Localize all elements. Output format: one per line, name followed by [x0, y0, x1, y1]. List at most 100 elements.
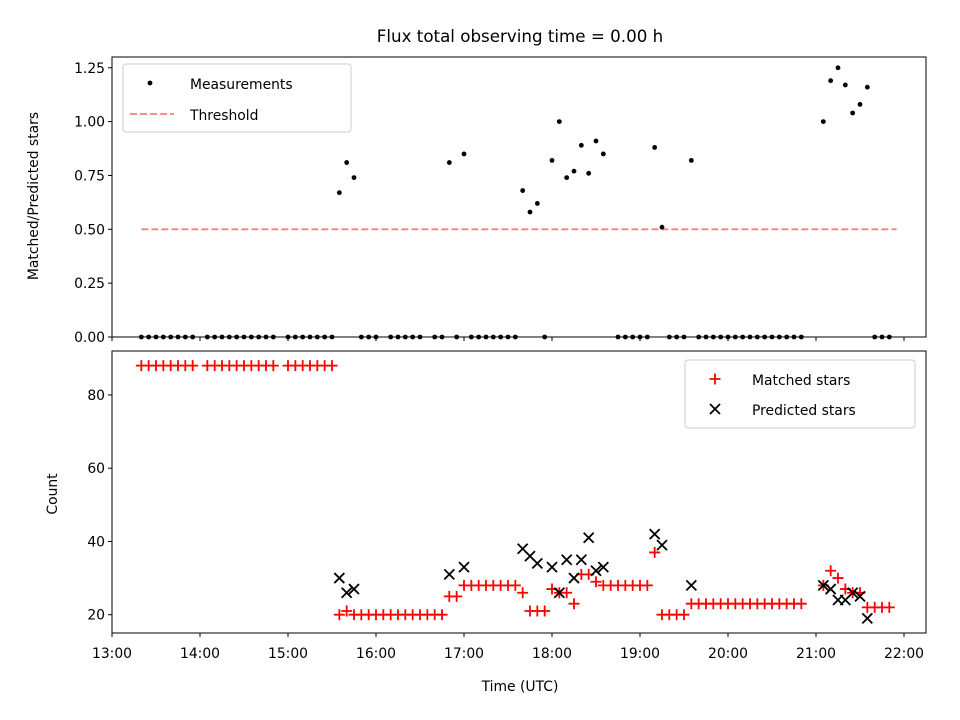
measurement-point: [483, 334, 489, 340]
predicted-star-point: [590, 565, 602, 577]
matched-star-point: [561, 587, 573, 599]
measurement-point: [740, 334, 746, 340]
measurement-point: [784, 334, 790, 340]
matched-star-point: [267, 360, 279, 372]
measurement-point: [534, 201, 540, 206]
measurement-point: [747, 334, 753, 340]
top-y-tick-label: 0.75: [74, 168, 105, 184]
measurement-point: [476, 334, 482, 340]
measurement-point: [659, 224, 665, 230]
measurement-point: [703, 334, 709, 340]
predicted-star-point: [443, 568, 455, 581]
measurement-point: [314, 334, 320, 340]
bottom-x-tick-label: 20:00: [708, 646, 748, 662]
measurement-point: [586, 170, 592, 176]
matched-star-point: [509, 579, 521, 591]
measurement-point: [204, 334, 210, 340]
predicted-star-point: [685, 579, 697, 592]
predicted-star-point: [333, 572, 345, 584]
measurement-point: [564, 175, 570, 181]
measurement-point: [637, 334, 643, 340]
predicted-star-point: [817, 579, 829, 592]
predicted-legend-marker: [709, 403, 721, 415]
bottom-y-tick-label: 60: [87, 461, 105, 477]
measurement-point: [725, 334, 731, 340]
measurement-point: [732, 334, 738, 340]
matched-legend-label: Matched stars: [752, 373, 850, 389]
measurement-point: [571, 168, 577, 174]
threshold-legend-label: Threshold: [189, 108, 258, 124]
measurement-point: [182, 334, 188, 340]
bottom-x-tick-label: 22:00: [884, 646, 924, 662]
measurement-point: [322, 334, 328, 340]
measurement-point: [850, 110, 856, 116]
matched-star-point: [517, 587, 529, 599]
measurement-point: [248, 334, 254, 340]
measurement-point: [622, 334, 628, 340]
measurement-point: [505, 334, 511, 340]
matched-star-point: [187, 360, 199, 372]
bottom-x-tick-label: 19:00: [620, 646, 660, 662]
measurement-point: [417, 334, 423, 340]
bottom-y-axis-label: Count: [45, 473, 61, 515]
measurement-point: [769, 334, 775, 340]
measurement-point: [864, 84, 870, 90]
measurement-point: [263, 334, 269, 340]
bottom-x-tick-label: 14:00: [180, 646, 220, 662]
predicted-legend-label: Predicted stars: [752, 403, 856, 419]
measurement-point: [652, 145, 658, 150]
measurement-point: [373, 334, 379, 340]
measurement-point: [402, 334, 408, 340]
measurement-point: [820, 119, 826, 125]
measurement-point: [644, 334, 650, 340]
top-y-tick-label: 1.25: [74, 61, 105, 77]
measurements-legend-marker: [147, 80, 153, 86]
measurement-point: [674, 334, 680, 340]
predicted-star-point: [825, 583, 837, 595]
measurement-point: [358, 334, 364, 340]
measurement-point: [791, 334, 797, 340]
measurement-point: [696, 334, 702, 340]
matched-star-point: [795, 598, 807, 610]
bottom-x-tick-label: 16:00: [356, 646, 396, 662]
measurement-point: [138, 334, 144, 340]
measurement-point: [168, 334, 174, 340]
bottom-y-tick-label: 40: [87, 534, 105, 550]
measurement-point: [828, 78, 834, 84]
measurement-point: [439, 334, 445, 340]
measurement-point: [190, 334, 196, 340]
measurement-point: [710, 334, 716, 340]
matched-star-point: [883, 601, 895, 613]
measurement-point: [292, 334, 298, 340]
matched-star-point: [568, 598, 580, 610]
measurement-point: [366, 334, 372, 340]
measurement-point: [718, 334, 724, 340]
measurement-point: [454, 334, 460, 340]
predicted-star-point: [575, 554, 587, 566]
predicted-star-point: [553, 587, 565, 599]
matched-star-point: [333, 609, 345, 621]
chart-title: Flux total observing time = 0.00 h: [377, 26, 663, 46]
measurement-point: [600, 151, 606, 157]
measurement-point: [754, 334, 760, 340]
measurement-point: [336, 190, 342, 196]
predicted-star-point: [597, 561, 609, 573]
bottom-x-tick-label: 17:00: [444, 646, 484, 662]
bottom-x-tick-label: 13:00: [92, 646, 132, 662]
predicted-star-point: [568, 572, 580, 584]
measurement-point: [798, 334, 804, 340]
predicted-star-point: [656, 539, 668, 551]
measurement-point: [270, 334, 276, 340]
top-y-axis-label: Matched/Predicted stars: [26, 112, 42, 280]
predicted-star-point: [861, 612, 873, 624]
measurement-point: [512, 334, 518, 340]
measurement-point: [468, 334, 474, 340]
top-y-tick-label: 0.00: [74, 330, 105, 346]
predicted-star-point: [854, 590, 866, 603]
measurement-point: [578, 142, 584, 148]
measurement-point: [146, 334, 152, 340]
measurement-point: [241, 334, 247, 340]
matched-star-point: [341, 605, 353, 617]
measurement-point: [490, 334, 496, 340]
